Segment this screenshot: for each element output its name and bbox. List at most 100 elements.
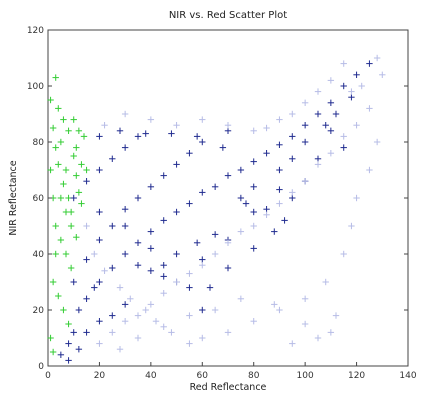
data-point	[271, 301, 278, 308]
data-point	[193, 133, 201, 140]
data-point	[47, 96, 54, 104]
data-point	[75, 346, 83, 353]
data-point	[91, 250, 98, 258]
data-point	[55, 105, 62, 112]
data-point	[224, 264, 232, 272]
data-point	[101, 122, 108, 129]
data-point	[186, 312, 193, 319]
data-point	[109, 155, 116, 162]
data-point	[147, 183, 155, 190]
data-point	[83, 329, 90, 336]
data-point	[373, 54, 381, 62]
data-point	[340, 250, 347, 258]
data-point	[65, 127, 72, 134]
data-point	[348, 222, 355, 230]
data-point	[276, 306, 283, 314]
data-point	[224, 127, 232, 134]
data-point	[289, 189, 296, 196]
data-point	[160, 262, 167, 269]
x-tick-label: 20	[94, 371, 106, 381]
data-point	[52, 250, 59, 258]
data-point	[73, 144, 80, 151]
data-point	[109, 264, 116, 272]
data-point	[173, 161, 180, 168]
data-point	[55, 292, 62, 300]
data-point	[301, 122, 309, 129]
data-point	[96, 318, 103, 325]
data-point	[60, 116, 67, 123]
data-point	[314, 155, 322, 162]
data-point	[70, 194, 77, 202]
data-point	[301, 295, 309, 302]
data-point	[199, 262, 206, 269]
data-point	[73, 172, 80, 179]
data-point	[121, 301, 129, 308]
data-point	[186, 270, 193, 277]
data-point	[147, 116, 155, 123]
data-point	[353, 194, 360, 202]
data-point	[366, 105, 373, 112]
data-point	[83, 222, 90, 230]
data-point	[116, 284, 124, 291]
data-point	[173, 122, 180, 129]
data-point	[263, 211, 270, 218]
data-point	[142, 306, 149, 314]
data-point	[263, 150, 270, 157]
data-point	[327, 127, 335, 134]
data-point	[322, 278, 329, 286]
data-point	[340, 60, 347, 67]
chart-title: NIR vs. Red Scatter Plot	[169, 10, 287, 21]
data-point	[57, 351, 65, 358]
data-point	[224, 172, 232, 179]
data-point	[327, 150, 335, 157]
data-point	[353, 71, 360, 78]
data-point	[57, 194, 65, 202]
x-tick-label: 100	[297, 371, 314, 381]
axis-ticks: 0 20 40 60 80 100 120 140 0 20 40 60 80 100 120	[27, 26, 417, 381]
data-point	[160, 290, 167, 297]
data-point	[224, 239, 232, 246]
data-point	[199, 334, 206, 342]
data-point	[199, 256, 206, 263]
data-point	[147, 267, 155, 274]
data-point	[289, 110, 296, 118]
data-point	[67, 222, 75, 230]
data-point	[199, 189, 206, 196]
data-point	[173, 208, 180, 216]
data-point	[237, 228, 245, 235]
data-point	[276, 141, 283, 148]
data-point	[62, 208, 70, 216]
x-axis-label: Red Reflectance	[190, 382, 267, 393]
data-point	[147, 301, 155, 308]
data-point	[96, 208, 103, 216]
data-point	[281, 217, 288, 224]
data-point	[340, 82, 347, 90]
data-point	[65, 340, 72, 347]
data-point	[70, 152, 77, 160]
data-point	[348, 94, 355, 101]
data-point	[314, 110, 322, 118]
x-tick-label: 80	[248, 371, 260, 381]
data-point	[314, 334, 322, 342]
data-point	[83, 295, 90, 302]
data-point	[73, 234, 80, 241]
x-tick-label: 40	[145, 371, 157, 381]
data-point	[289, 155, 296, 162]
data-point	[52, 222, 59, 230]
data-point	[60, 180, 67, 188]
data-point	[193, 239, 201, 246]
data-point	[147, 245, 155, 252]
data-point	[134, 133, 142, 140]
data-point	[78, 200, 85, 207]
data-point	[49, 348, 57, 356]
data-point	[271, 228, 278, 235]
data-point	[340, 133, 347, 140]
data-point	[211, 231, 219, 238]
data-point	[250, 158, 257, 165]
data-point	[168, 130, 175, 137]
data-point	[276, 200, 283, 207]
data-point	[127, 295, 134, 302]
data-point	[121, 206, 129, 213]
data-point	[250, 318, 257, 325]
